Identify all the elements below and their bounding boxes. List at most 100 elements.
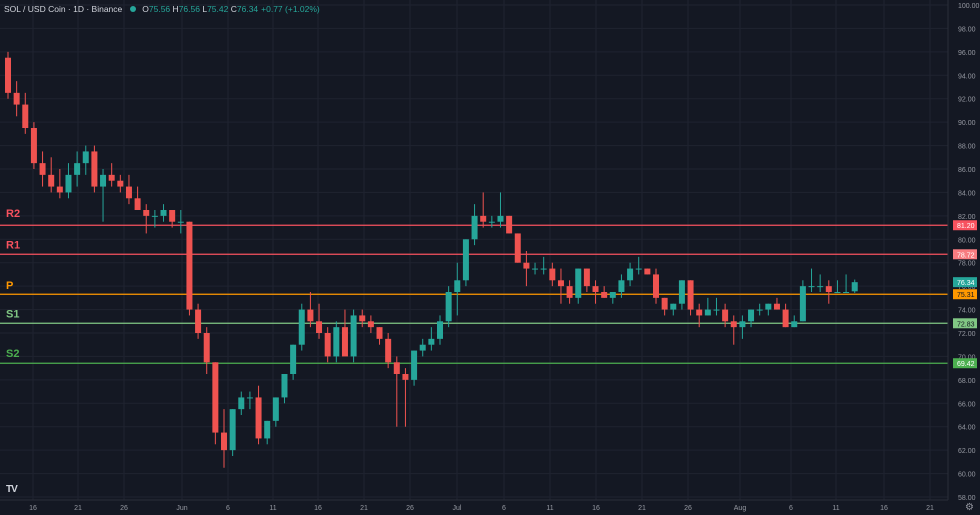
candle-body: [462, 239, 469, 281]
close-value: 76.34: [236, 4, 259, 14]
candle-body: [100, 174, 107, 187]
time-tick-label: 26: [120, 505, 128, 512]
candle-body: [333, 327, 340, 357]
candle-body: [341, 327, 348, 357]
price-tick-label: 58.00: [958, 495, 976, 502]
high-value: 76.56: [178, 4, 200, 14]
low-label: L: [202, 4, 208, 14]
candle-body: [5, 57, 11, 93]
candle-body: [281, 374, 288, 398]
candle-body: [91, 151, 98, 187]
open-label: O: [142, 4, 149, 14]
price-tick-label: 74.00: [958, 308, 976, 315]
candle-body: [696, 309, 703, 316]
candle-body: [739, 321, 746, 328]
candle-body: [817, 286, 824, 288]
candle-body: [782, 309, 789, 328]
candle-body: [549, 268, 556, 281]
candle-body: [514, 233, 521, 263]
price-tick-label: 68.00: [958, 378, 976, 385]
time-tick-label: 16: [29, 505, 37, 512]
candle-body: [678, 280, 685, 304]
candle-body: [592, 286, 599, 292]
candle-body: [523, 262, 530, 269]
candle-body: [272, 397, 279, 421]
symbol-header: SOL / USD Coin · 1D · Binance O 75.56 H 76…: [4, 2, 320, 16]
candle-body: [557, 280, 564, 287]
candle-body: [402, 374, 409, 380]
candle-body: [385, 338, 392, 363]
open-value: 75.56: [148, 4, 171, 14]
price-badge-label: 81.20: [957, 223, 975, 230]
time-tick-label: 11: [546, 505, 553, 512]
candle-body: [246, 397, 253, 399]
symbol-title[interactable]: SOL / USD Coin · 1D · Binance: [4, 4, 123, 14]
time-tick-label: 16: [880, 505, 888, 512]
candle-body: [186, 221, 193, 310]
time-tick-label: 21: [74, 505, 82, 512]
candle-body: [212, 362, 219, 433]
candle-body: [108, 174, 115, 181]
candle-body: [799, 286, 806, 322]
candle-body: [428, 338, 435, 345]
price-tick-label: 92.00: [958, 97, 976, 104]
candle-body: [601, 292, 608, 298]
pivot-label-p: P: [6, 280, 13, 292]
candle-body: [169, 210, 176, 222]
candle-body: [834, 292, 841, 293]
candle-body: [39, 163, 46, 175]
price-tick-label: 80.00: [958, 237, 976, 244]
time-tick-label: Aug: [734, 505, 747, 512]
price-tick-label: 94.00: [958, 73, 976, 80]
candle-body: [316, 321, 323, 333]
candle-body: [609, 292, 616, 298]
candle-body: [618, 280, 625, 292]
candle-body: [445, 292, 452, 322]
price-tick-label: 62.00: [958, 448, 976, 455]
candle-body: [125, 186, 132, 199]
pivot-label-s2: S2: [6, 348, 19, 360]
pivot-label-r2: R2: [6, 208, 20, 220]
candle-body: [376, 327, 383, 339]
candle-body: [290, 344, 297, 374]
price-tick-label: 66.00: [958, 401, 976, 408]
candle-body: [540, 268, 547, 270]
candle-body: [471, 215, 478, 240]
candle-body: [134, 198, 141, 210]
time-tick-label: 26: [406, 505, 414, 512]
gear-icon[interactable]: ⚙: [965, 502, 974, 513]
candle-body: [264, 420, 271, 439]
price-tick-label: 70.00: [958, 354, 976, 361]
candle-body: [730, 321, 737, 328]
candle-body: [704, 309, 711, 316]
close-label: C: [230, 4, 237, 14]
pivot-label-s1: S1: [6, 308, 19, 320]
price-tick-label: 88.00: [958, 144, 976, 151]
price-badge-label: 69.42: [957, 361, 975, 368]
candle-body: [393, 362, 400, 374]
candle-body: [151, 215, 158, 217]
candle-body: [566, 286, 573, 298]
candle-body: [756, 309, 763, 311]
last-price-badge: [953, 277, 977, 288]
market-status-icon: [130, 6, 137, 12]
time-tick-label: 21: [638, 505, 646, 512]
candle-body: [687, 280, 694, 310]
candle-body: [307, 309, 314, 322]
candle-body: [419, 344, 426, 351]
time-tick-label: 16: [314, 505, 322, 512]
candle-body: [221, 432, 227, 451]
candle-body: [324, 333, 331, 357]
time-tick-label: 6: [789, 505, 793, 512]
candle-body: [30, 128, 37, 164]
candle-body: [411, 350, 418, 380]
price-tick-label: 78.00: [958, 261, 976, 268]
price-badge-label: 72.83: [957, 321, 975, 328]
candle-body: [56, 186, 63, 193]
price-badge-label: 75.31: [957, 292, 975, 299]
price-tick-label: 76.00: [958, 284, 976, 291]
tradingview-logo-icon[interactable]: TV: [6, 484, 18, 495]
candle-body: [160, 210, 167, 216]
change-value: +0.77 (+1.02%): [261, 4, 320, 14]
